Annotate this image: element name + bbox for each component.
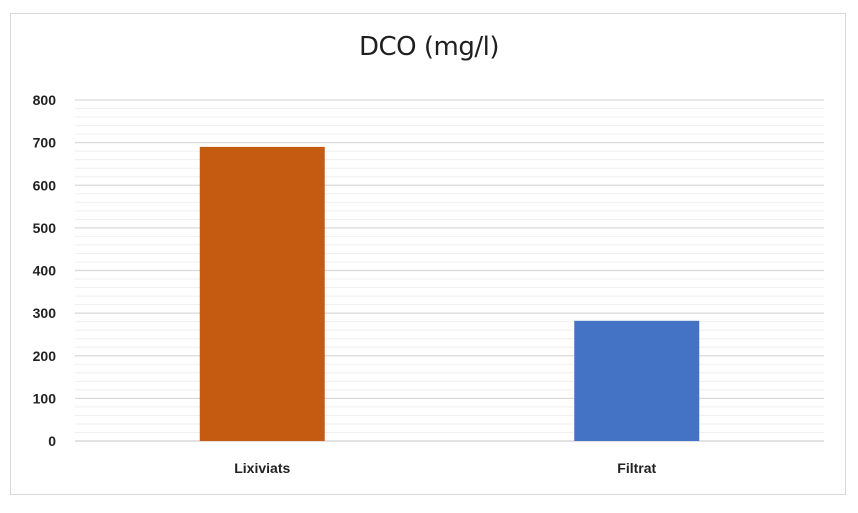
y-tick-label: 800 [33, 92, 57, 108]
y-tick-label: 0 [48, 433, 56, 449]
y-tick-label: 300 [33, 305, 57, 321]
bars [199, 146, 700, 441]
y-tick-label: 500 [33, 220, 57, 236]
y-tick-label: 400 [33, 263, 57, 279]
chart-frame [10, 13, 846, 495]
y-tick-label: 600 [33, 177, 57, 193]
x-axis-labels: Lixiviats Filtrat [234, 460, 656, 476]
y-axis-ticks: 0 100 200 300 400 500 600 700 800 [33, 92, 57, 449]
chart-title: DCO (mg/l) [358, 32, 500, 62]
x-category-label: Filtrat [617, 460, 656, 476]
y-tick-label: 700 [33, 135, 57, 151]
bar-lixiviats [199, 146, 325, 441]
y-tick-label: 100 [33, 390, 57, 406]
bar-filtrat [574, 320, 700, 441]
y-tick-label: 200 [33, 348, 57, 364]
x-category-label: Lixiviats [234, 460, 290, 476]
